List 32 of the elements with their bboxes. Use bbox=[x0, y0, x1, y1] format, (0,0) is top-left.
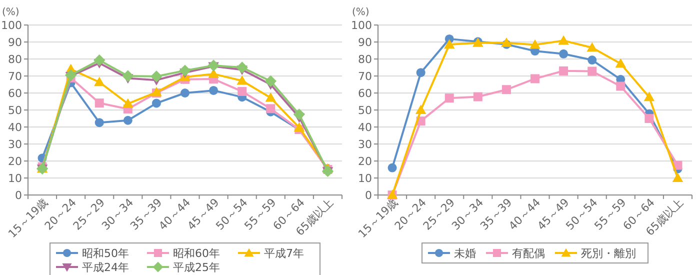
y-tick-label: 40 bbox=[358, 121, 372, 134]
y-tick-label: 90 bbox=[8, 36, 22, 49]
y-tick-label: 80 bbox=[358, 53, 372, 66]
y-tick-label: 20 bbox=[358, 155, 372, 168]
legend-label: 平成25年 bbox=[173, 261, 220, 274]
legend-label: 昭和50年 bbox=[82, 247, 129, 260]
legend-label: 未婚 bbox=[454, 247, 476, 260]
legend-label: 有配偶 bbox=[512, 247, 545, 260]
legend-label: 死別・離別 bbox=[581, 247, 636, 260]
legend-label: 平成24年 bbox=[82, 261, 129, 274]
y-axis-title: (%) bbox=[352, 7, 370, 18]
y-tick-label: 100 bbox=[1, 19, 22, 32]
y-tick-label: 40 bbox=[8, 121, 22, 134]
y-tick-label: 10 bbox=[358, 172, 372, 185]
legend-label: 昭和60年 bbox=[173, 247, 220, 260]
y-tick-label: 0 bbox=[15, 189, 22, 202]
y-tick-label: 60 bbox=[358, 87, 372, 100]
y-tick-label: 50 bbox=[358, 104, 372, 117]
y-tick-label: 30 bbox=[358, 138, 372, 151]
y-tick-label: 50 bbox=[8, 104, 22, 117]
legend-label: 平成7年 bbox=[264, 247, 304, 260]
y-tick-label: 20 bbox=[8, 155, 22, 168]
y-tick-label: 60 bbox=[8, 87, 22, 100]
y-tick-label: 90 bbox=[358, 36, 372, 49]
y-tick-label: 80 bbox=[8, 53, 22, 66]
y-tick-label: 70 bbox=[8, 70, 22, 83]
y-tick-label: 30 bbox=[8, 138, 22, 151]
y-tick-label: 0 bbox=[365, 189, 372, 202]
y-tick-label: 70 bbox=[358, 70, 372, 83]
y-tick-label: 100 bbox=[351, 19, 372, 32]
y-axis-title: (%) bbox=[2, 7, 20, 18]
y-tick-label: 10 bbox=[8, 172, 22, 185]
